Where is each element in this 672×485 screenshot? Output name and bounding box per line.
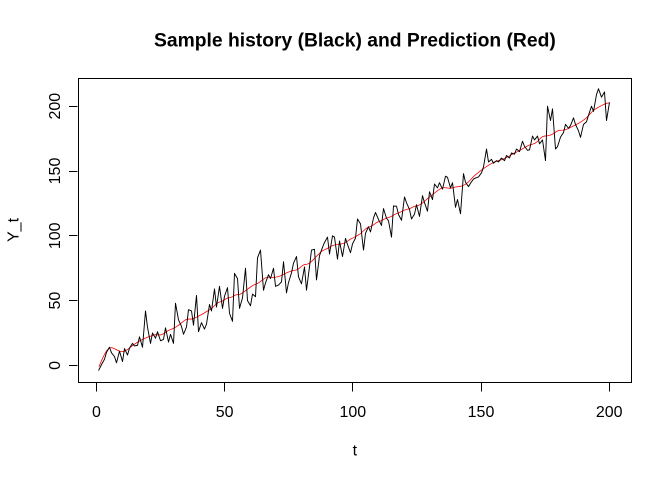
svg-text:150: 150: [468, 404, 495, 421]
svg-text:0: 0: [92, 404, 101, 421]
svg-text:t: t: [353, 443, 358, 460]
svg-text:Sample history (Black) and Pre: Sample history (Black) and Prediction (R…: [154, 30, 556, 51]
svg-text:150: 150: [47, 158, 64, 185]
svg-text:100: 100: [339, 404, 366, 421]
svg-text:100: 100: [47, 222, 64, 249]
svg-text:50: 50: [216, 404, 234, 421]
svg-text:200: 200: [596, 404, 623, 421]
svg-text:Y_t: Y_t: [6, 217, 23, 242]
svg-text:200: 200: [47, 93, 64, 120]
svg-text:0: 0: [47, 361, 64, 370]
svg-text:50: 50: [47, 292, 64, 310]
